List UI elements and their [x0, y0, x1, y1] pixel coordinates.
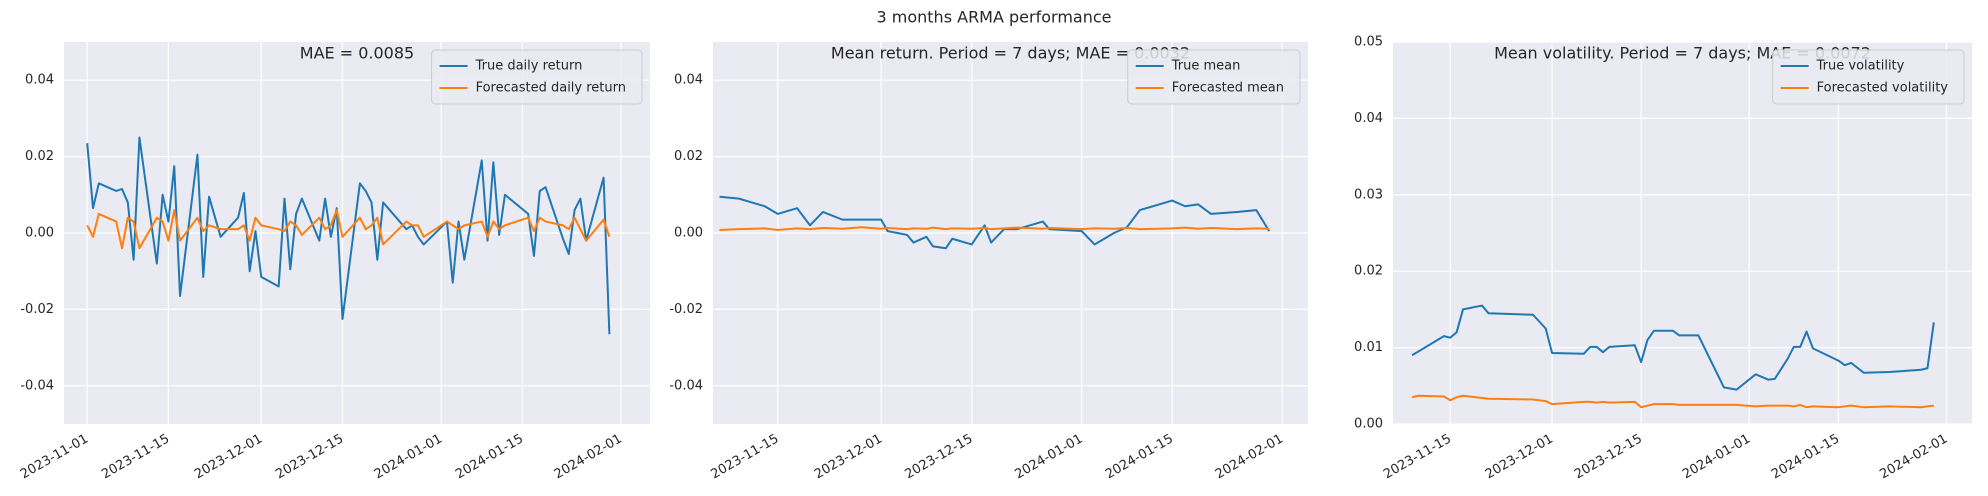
series-line	[86, 136, 611, 335]
y-tick-label: 0.00	[674, 226, 703, 241]
x-tick-label: 2023-12-01	[812, 432, 885, 483]
legend-label: Forecasted mean	[1172, 81, 1284, 96]
y-tick-label: 0.02	[1354, 264, 1383, 279]
y-tick-label: -0.04	[669, 378, 703, 393]
x-tick-label: 2023-12-15	[1572, 432, 1645, 483]
x-tick-label: 2023-12-15	[903, 432, 976, 483]
subplot-title: MAE = 0.0085	[300, 44, 414, 63]
y-tick-label: 0.02	[674, 149, 703, 164]
x-tick-label: 2023-12-15	[273, 432, 346, 483]
x-tick-label: 2023-11-01	[18, 432, 91, 483]
x-tick-label: 2024-01-15	[453, 432, 526, 483]
y-tick-label: 0.00	[1354, 417, 1383, 432]
y-tick-label: 0.04	[674, 73, 703, 88]
x-tick-label: 2023-12-01	[1483, 432, 1556, 483]
plot-background	[1393, 42, 1972, 424]
legend: True daily return Forecasted daily return	[431, 49, 643, 105]
y-tick-label: 0.05	[1354, 35, 1383, 50]
y-tick-label: 0.01	[1354, 340, 1383, 355]
x-tick-label: 2024-02-01	[1213, 432, 1286, 483]
subplot-title: Mean return. Period = 7 days; MAE = 0.00…	[831, 44, 1190, 63]
y-tick-label: -0.02	[669, 302, 703, 317]
figure-title: 3 months ARMA performance	[877, 8, 1112, 27]
x-tick-label: 2024-01-15	[1769, 432, 1842, 483]
y-tick-label: 0.00	[25, 226, 54, 241]
series-line	[719, 226, 1270, 231]
y-tick-label: 0.04	[1354, 111, 1383, 126]
legend-label: Forecasted daily return	[476, 81, 626, 96]
series-line	[1411, 394, 1934, 409]
legend-label: True volatility	[1816, 59, 1905, 74]
x-tick-label: 2023-12-01	[192, 432, 265, 483]
x-tick-label: 2024-01-15	[1103, 432, 1176, 483]
y-tick-label: -0.04	[20, 378, 54, 393]
x-tick-label: 2024-01-01	[372, 432, 445, 483]
legend-label: True mean	[1171, 59, 1241, 74]
y-tick-label: -0.02	[20, 302, 54, 317]
y-tick-label: 0.03	[1354, 187, 1383, 202]
series-line	[1411, 304, 1935, 391]
x-tick-label: 2024-01-01	[1680, 432, 1753, 483]
legend-label: Forecasted volatility	[1817, 81, 1949, 96]
x-tick-label: 2023-11-15	[1381, 432, 1454, 483]
legend-box	[431, 49, 643, 105]
x-tick-label: 2023-11-15	[99, 432, 172, 483]
series-line	[719, 195, 1271, 250]
legend-label: True daily return	[475, 59, 583, 74]
legend-box	[1772, 49, 1965, 105]
y-tick-label: 0.04	[25, 73, 54, 88]
x-tick-label: 2024-01-01	[1012, 432, 1085, 483]
y-tick-label: 0.02	[25, 149, 54, 164]
x-tick-label: 2024-02-01	[552, 432, 625, 483]
x-tick-label: 2024-02-01	[1877, 432, 1950, 483]
series-line	[86, 209, 611, 250]
legend: True mean Forecasted mean	[1127, 49, 1301, 105]
legend-box	[1127, 49, 1301, 105]
legend: True volatility Forecasted volatility	[1772, 49, 1965, 105]
x-tick-label: 2023-11-15	[708, 432, 781, 483]
